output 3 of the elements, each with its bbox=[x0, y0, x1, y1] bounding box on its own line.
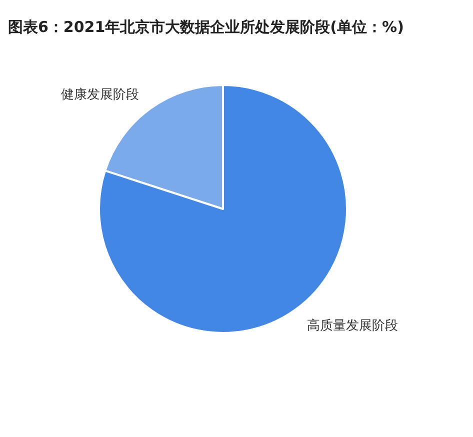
chart-title: 图表6：2021年北京市大数据企业所处发展阶段(单位：%) bbox=[8, 18, 404, 36]
slice-label: 高质量发展阶段 bbox=[306, 317, 398, 334]
slice-label: 健康发展阶段 bbox=[61, 88, 140, 103]
